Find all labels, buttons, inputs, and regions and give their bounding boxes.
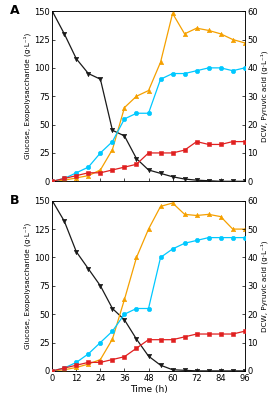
Text: B: B bbox=[10, 194, 19, 207]
Y-axis label: DCW, Pyruvic acid (g·L⁻¹): DCW, Pyruvic acid (g·L⁻¹) bbox=[261, 240, 269, 332]
Y-axis label: Glucose, Exopolysaccharide (g·L⁻¹): Glucose, Exopolysaccharide (g·L⁻¹) bbox=[24, 223, 31, 349]
Y-axis label: DCW, Pyruvic acid (g·L⁻¹): DCW, Pyruvic acid (g·L⁻¹) bbox=[261, 50, 269, 142]
Text: A: A bbox=[10, 4, 19, 17]
Y-axis label: Glucose, Exopolysaccharide (g·L⁻¹): Glucose, Exopolysaccharide (g·L⁻¹) bbox=[24, 33, 31, 159]
X-axis label: Time (h): Time (h) bbox=[130, 386, 167, 394]
